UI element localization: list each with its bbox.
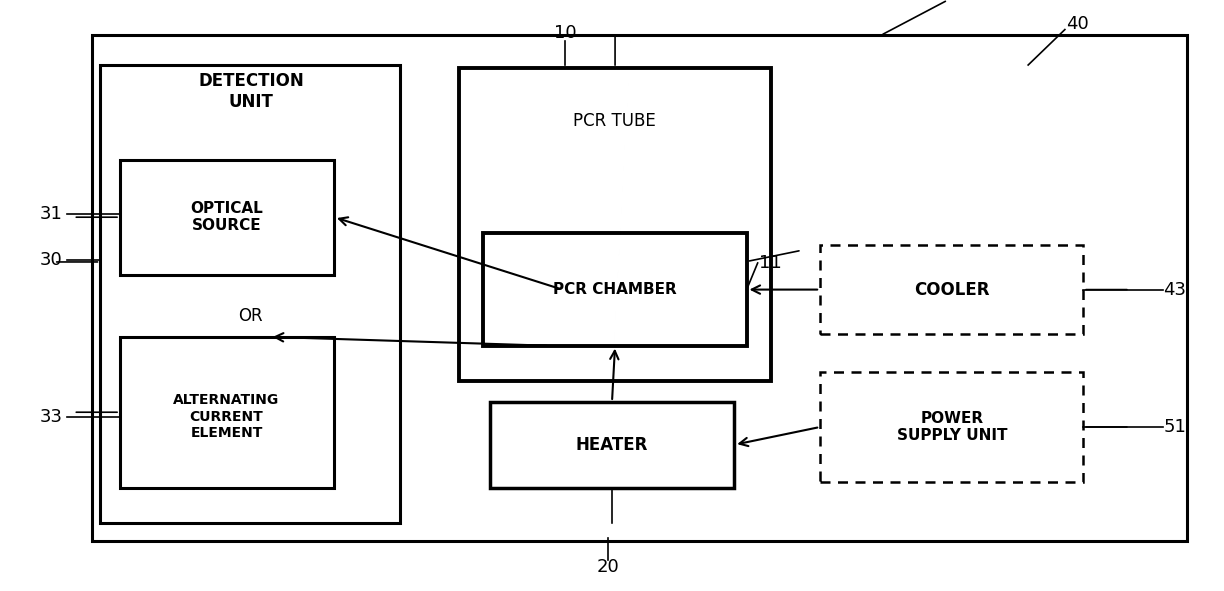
Bar: [120, 337, 334, 488]
Bar: [490, 402, 734, 488]
Text: HEATER: HEATER: [575, 436, 649, 454]
Text: DETECTION
UNIT: DETECTION UNIT: [198, 72, 304, 111]
Bar: [100, 65, 400, 523]
Bar: [483, 233, 747, 346]
Text: POWER
SUPPLY UNIT: POWER SUPPLY UNIT: [897, 411, 1007, 443]
Bar: [820, 372, 1083, 482]
Text: OR: OR: [239, 307, 263, 325]
Text: 20: 20: [597, 558, 619, 576]
Text: OPTICAL
SOURCE: OPTICAL SOURCE: [190, 201, 263, 233]
Text: 33: 33: [40, 408, 62, 426]
Text: 10: 10: [554, 24, 577, 41]
Bar: [459, 68, 771, 381]
Text: 43: 43: [1164, 281, 1186, 298]
Text: ALTERNATING
CURRENT
ELEMENT: ALTERNATING CURRENT ELEMENT: [174, 394, 279, 440]
Bar: [820, 245, 1083, 334]
Text: 30: 30: [40, 251, 62, 269]
Text: PCR CHAMBER: PCR CHAMBER: [552, 282, 677, 297]
Text: 51: 51: [1164, 418, 1186, 436]
Text: COOLER: COOLER: [914, 281, 990, 298]
Text: 31: 31: [40, 205, 62, 223]
Bar: [92, 35, 1187, 541]
Text: 11: 11: [759, 254, 781, 272]
Text: 40: 40: [1066, 15, 1088, 33]
Text: PCR TUBE: PCR TUBE: [573, 112, 656, 130]
Bar: [120, 160, 334, 275]
